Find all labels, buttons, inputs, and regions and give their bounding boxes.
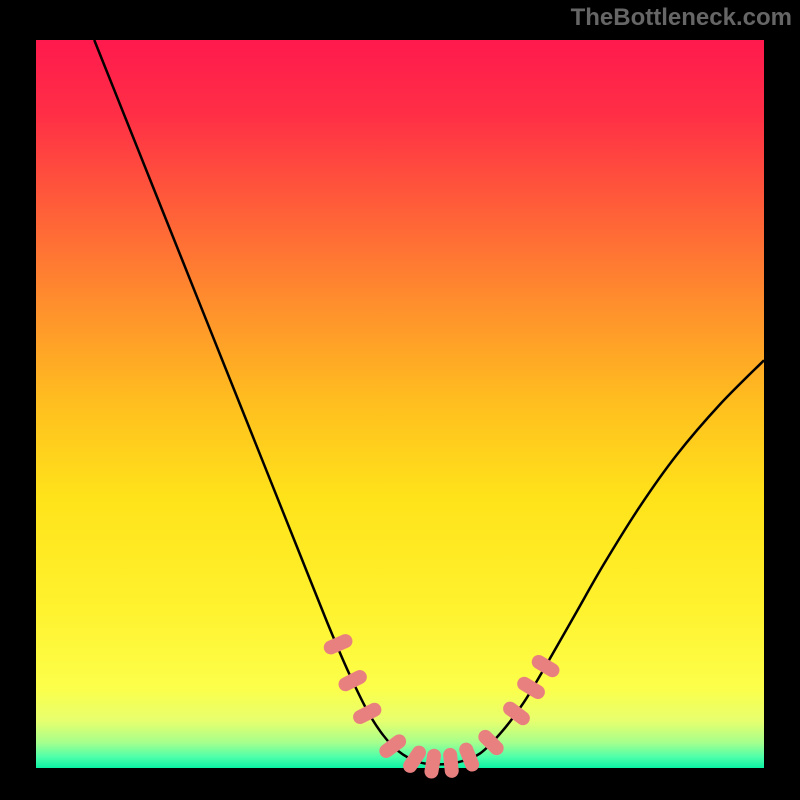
curve-marker: [423, 748, 442, 780]
curve-marker: [322, 632, 355, 657]
curve-marker: [443, 747, 460, 778]
curve-marker: [515, 674, 548, 701]
bottleneck-curve: [94, 40, 764, 764]
curve-marker: [529, 652, 562, 679]
curve-marker: [500, 699, 532, 728]
curve-markers: [322, 632, 562, 780]
watermark-text: TheBottleneck.com: [571, 4, 792, 32]
curve-marker: [457, 741, 481, 774]
curve-marker: [351, 700, 384, 726]
chart-container: TheBottleneck.com: [0, 0, 800, 800]
curve-marker: [336, 668, 369, 694]
curve-overlay: [0, 0, 800, 800]
curve-marker: [400, 743, 428, 776]
